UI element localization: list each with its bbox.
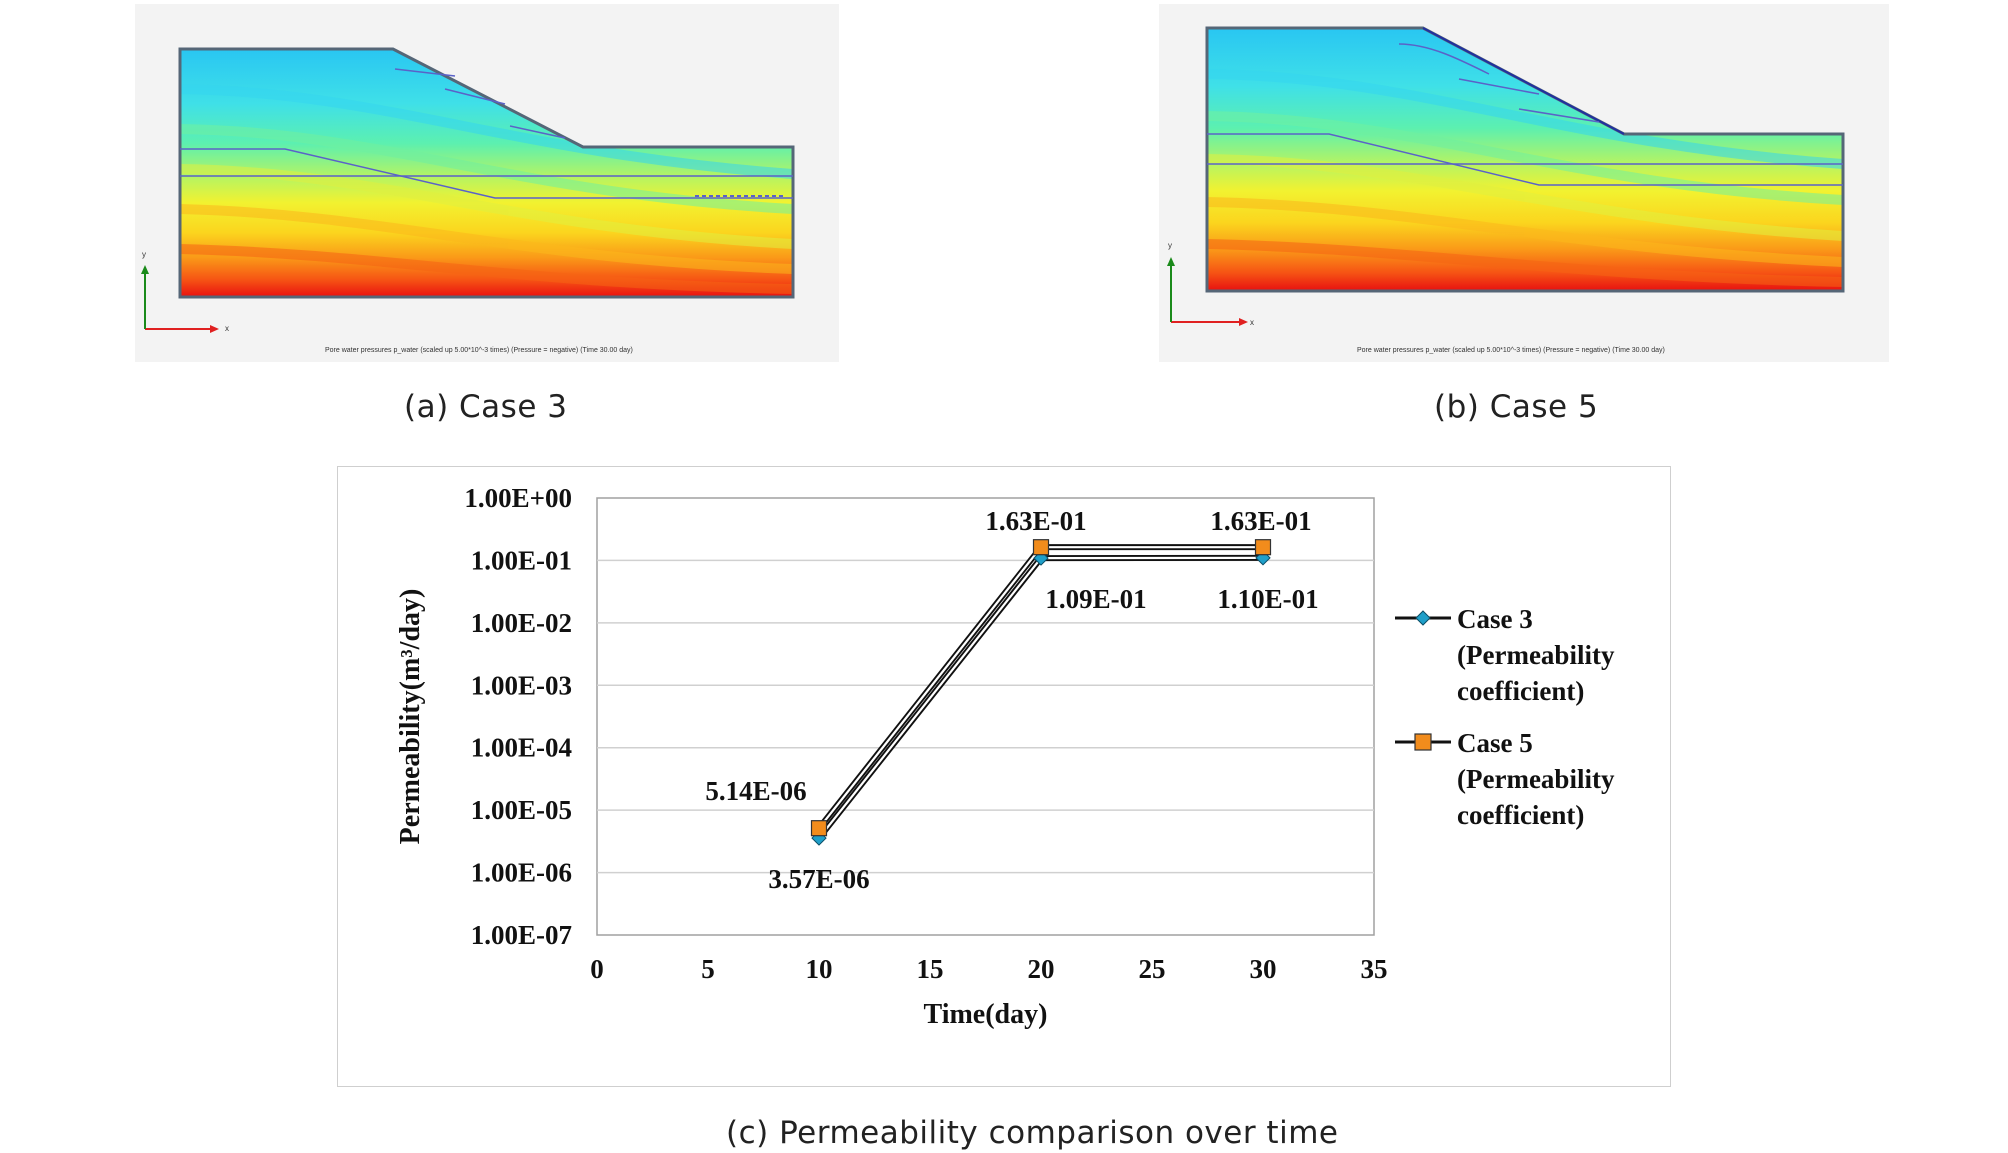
case5-pore-pressure-plot: x y Pore water pressures p_water (scaled… bbox=[1159, 4, 1889, 362]
x-axis-title: Time(day) bbox=[924, 999, 1048, 1030]
case3-contour-svg bbox=[141, 47, 795, 333]
plot-area bbox=[596, 497, 1375, 936]
x-tick-label: 10 bbox=[806, 954, 833, 984]
y-tick-label: 1.00E+00 bbox=[464, 483, 572, 513]
data-label: 1.09E-01 bbox=[1045, 584, 1146, 614]
data-label: 1.10E-01 bbox=[1217, 584, 1318, 614]
legend-label: Case 3 bbox=[1457, 604, 1533, 634]
x-tick-label: 25 bbox=[1139, 954, 1166, 984]
plot-title: Pore water pressures p_water (scaled up … bbox=[325, 347, 633, 354]
x-tick-label: 0 bbox=[590, 954, 604, 984]
legend-label: coefficient) bbox=[1457, 800, 1584, 830]
y-axis-label: y bbox=[1168, 241, 1172, 250]
legend-label: Case 5 bbox=[1457, 728, 1533, 758]
data-label: 5.14E-06 bbox=[705, 776, 806, 806]
case5-point bbox=[810, 820, 828, 837]
y-tick-label: 1.00E-05 bbox=[471, 795, 572, 825]
data-label: 1.63E-01 bbox=[1210, 506, 1311, 536]
caption-b: (b) Case 5 bbox=[1434, 389, 1599, 425]
y-tick-label: 1.00E-04 bbox=[471, 733, 572, 763]
data-label: 3.57E-06 bbox=[768, 864, 869, 894]
y-axis-title: Permeability(m³/day) bbox=[395, 589, 426, 845]
y-axis-label: y bbox=[142, 250, 146, 259]
permeability-chart-svg: 1.00E+00 1.00E-01 1.00E-02 1.00E-03 1.00E-04… bbox=[395, 483, 1615, 1030]
legend-label: (Permeability bbox=[1457, 640, 1615, 670]
y-tick-label: 1.00E-01 bbox=[471, 545, 572, 575]
x-axis-label: x bbox=[225, 324, 229, 333]
plot-title: Pore water pressures p_water (scaled up … bbox=[1357, 347, 1665, 354]
case5-contour-svg bbox=[1167, 26, 1845, 326]
legend-marker-case5 bbox=[1414, 733, 1432, 751]
x-axis-label: x bbox=[1250, 318, 1254, 327]
case5-point bbox=[1032, 539, 1050, 556]
x-tick-label: 35 bbox=[1361, 954, 1388, 984]
y-tick-label: 1.00E-06 bbox=[471, 858, 572, 888]
y-tick-label: 1.00E-07 bbox=[471, 920, 572, 950]
y-tick-label: 1.00E-03 bbox=[471, 670, 572, 700]
x-tick-label: 30 bbox=[1250, 954, 1277, 984]
permeability-chart: 1.00E+00 1.00E-01 1.00E-02 1.00E-03 1.00E-04… bbox=[337, 466, 1671, 1087]
x-tick-label: 20 bbox=[1028, 954, 1055, 984]
legend-label: coefficient) bbox=[1457, 676, 1584, 706]
case3-pore-pressure-plot: x y Pore water pressures p_water (scaled… bbox=[135, 4, 839, 362]
case5-point bbox=[1254, 539, 1272, 556]
legend-marker-case3 bbox=[1415, 610, 1431, 626]
x-tick-label: 15 bbox=[917, 954, 944, 984]
y-tick-label: 1.00E-02 bbox=[471, 608, 572, 638]
x-tick-label: 5 bbox=[701, 954, 715, 984]
data-label: 1.63E-01 bbox=[985, 506, 1086, 536]
legend-label: (Permeability bbox=[1457, 764, 1615, 794]
caption-c: (c) Permeability comparison over time bbox=[726, 1115, 1339, 1151]
caption-a: (a) Case 3 bbox=[404, 389, 568, 425]
